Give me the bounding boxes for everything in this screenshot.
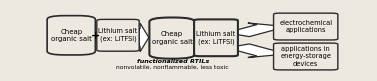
FancyBboxPatch shape xyxy=(97,19,139,51)
Text: Lithium salt
(ex: LiTFSI): Lithium salt (ex: LiTFSI) xyxy=(196,31,236,45)
Text: nonvolatile, nonflammable, less toxic: nonvolatile, nonflammable, less toxic xyxy=(116,65,229,70)
Polygon shape xyxy=(227,23,289,37)
FancyBboxPatch shape xyxy=(274,13,338,40)
FancyBboxPatch shape xyxy=(194,19,238,56)
Text: +: + xyxy=(91,31,100,41)
FancyBboxPatch shape xyxy=(274,43,338,70)
Polygon shape xyxy=(139,23,149,52)
Text: electrochemical
applications: electrochemical applications xyxy=(279,20,332,33)
Text: applications in
energy-storage
devices: applications in energy-storage devices xyxy=(280,46,331,67)
Polygon shape xyxy=(227,44,289,58)
Text: Cheap
organic salt: Cheap organic salt xyxy=(51,29,92,42)
Text: functionalized RTILs: functionalized RTILs xyxy=(136,59,209,64)
Text: Cheap
organic salt: Cheap organic salt xyxy=(152,32,193,45)
FancyBboxPatch shape xyxy=(47,16,95,55)
Text: Lithium salt
(ex: LiTFSI): Lithium salt (ex: LiTFSI) xyxy=(98,28,138,42)
FancyBboxPatch shape xyxy=(149,17,195,59)
